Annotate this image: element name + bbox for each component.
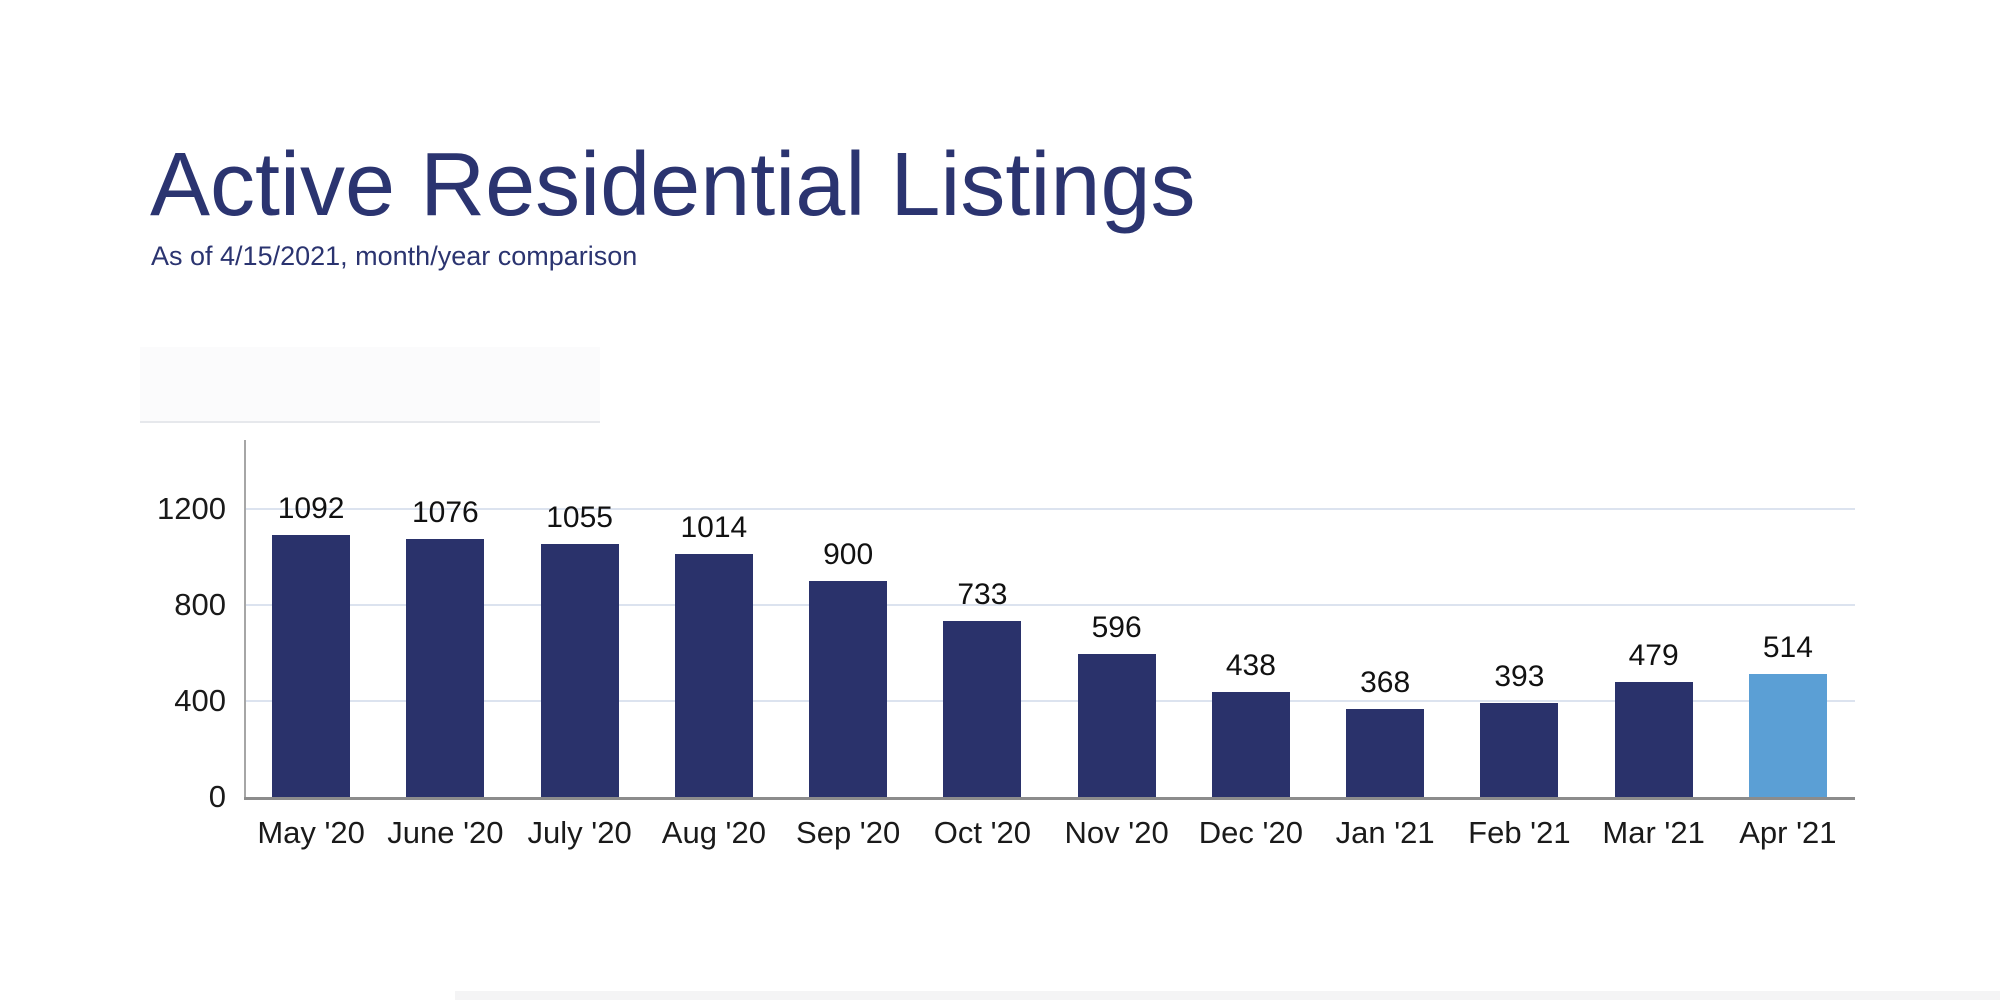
bar-value-label: 1014 xyxy=(680,511,748,544)
x-axis-label: Oct '20 xyxy=(933,815,1031,850)
y-axis-tick-label: 800 xyxy=(174,587,226,622)
bar-oct20 xyxy=(943,621,1022,797)
x-axis-label: Dec '20 xyxy=(1198,815,1303,850)
x-axis-line xyxy=(244,797,1855,800)
bottom-divider xyxy=(455,991,2000,1000)
x-axis-label: Jan '21 xyxy=(1335,815,1435,850)
gridline xyxy=(244,700,1855,702)
bar-feb21 xyxy=(1480,703,1559,797)
bar-value-label: 900 xyxy=(823,538,874,571)
bar-value-label: 514 xyxy=(1762,631,1813,664)
y-axis-line xyxy=(244,440,246,797)
bar-aug20 xyxy=(674,554,753,797)
x-axis-label: Feb '21 xyxy=(1468,815,1571,850)
bar-value-label: 733 xyxy=(957,578,1008,611)
bar-value-label: 393 xyxy=(1494,660,1545,693)
bar-apr21 xyxy=(1748,674,1827,797)
x-axis-label: July '20 xyxy=(527,815,632,850)
page-title: Active Residential Listings xyxy=(150,135,1196,235)
bar-value-label: 1076 xyxy=(412,496,479,529)
page-subtitle: As of 4/15/2021, month/year comparison xyxy=(151,241,638,271)
x-axis-label: Apr '21 xyxy=(1739,815,1837,850)
bar-dec20 xyxy=(1211,692,1290,797)
gridline xyxy=(244,508,1855,510)
gridline xyxy=(244,604,1855,606)
bar-nov20 xyxy=(1077,654,1156,797)
bar-may20 xyxy=(272,535,351,797)
x-axis-label: Mar '21 xyxy=(1602,815,1705,850)
y-axis-tick-label: 400 xyxy=(174,683,226,718)
x-axis-label: Sep '20 xyxy=(796,815,901,850)
bar-july20 xyxy=(540,544,619,797)
y-axis-tick-label: 0 xyxy=(208,779,226,814)
bar-jan21 xyxy=(1346,709,1425,797)
x-axis-label: Aug '20 xyxy=(661,815,766,850)
bar-value-label: 368 xyxy=(1360,666,1411,699)
bar-mar21 xyxy=(1614,682,1693,797)
x-axis-label: June '20 xyxy=(387,815,504,850)
y-axis-tick-label: 1200 xyxy=(157,491,226,526)
bar-june20 xyxy=(406,539,485,797)
bar-value-label: 1055 xyxy=(546,501,613,534)
x-axis-label: May '20 xyxy=(257,815,365,850)
bar-sep20 xyxy=(809,581,888,797)
bar-value-label: 438 xyxy=(1225,649,1276,682)
x-axis-label: Nov '20 xyxy=(1064,815,1169,850)
faint-background-box xyxy=(140,347,600,423)
bar-value-label: 596 xyxy=(1091,611,1142,644)
bar-value-label: 479 xyxy=(1628,639,1679,672)
bar-value-label: 1092 xyxy=(277,492,345,525)
